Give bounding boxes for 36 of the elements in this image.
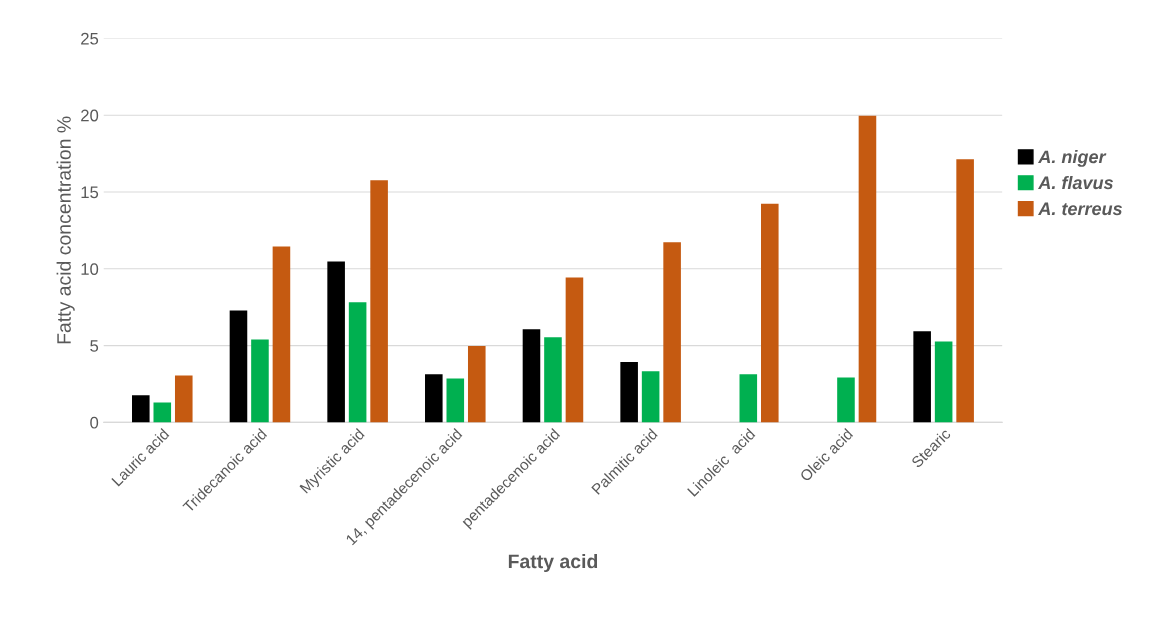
bar [761,203,779,423]
bar [544,337,562,423]
bar [620,362,638,423]
bar [522,329,541,423]
bar [913,331,931,423]
bar [467,346,486,423]
bar [132,395,150,423]
bar [663,242,681,423]
bar [153,402,172,423]
legend-label: A. flavus [1037,175,1113,190]
y-tick-label: 20 [81,109,99,122]
y-axis-title: Fatty acid concentration % [56,116,75,344]
y-tick-label: 10 [81,263,99,275]
bar [272,246,291,423]
bar [251,339,269,423]
bar [641,371,660,423]
legend-label: A. niger [1037,150,1107,167]
bar [370,180,388,423]
bar [934,341,953,423]
bar [425,374,443,423]
y-tick-label: 5 [90,340,99,352]
bar [446,378,465,423]
x-axis-title: Fatty acid [508,553,598,573]
bar [858,115,877,423]
legend-label: A. terreus [1037,202,1123,216]
bar [327,261,345,423]
y-tick-label: 0 [90,416,99,429]
y-tick-label: 15 [81,186,99,199]
bar [956,159,974,423]
bar [348,302,367,423]
bar [174,375,193,423]
bar [565,277,584,423]
bar [229,310,248,423]
y-tick-label: 25 [81,32,99,45]
bar [837,377,855,423]
bar [739,374,758,423]
